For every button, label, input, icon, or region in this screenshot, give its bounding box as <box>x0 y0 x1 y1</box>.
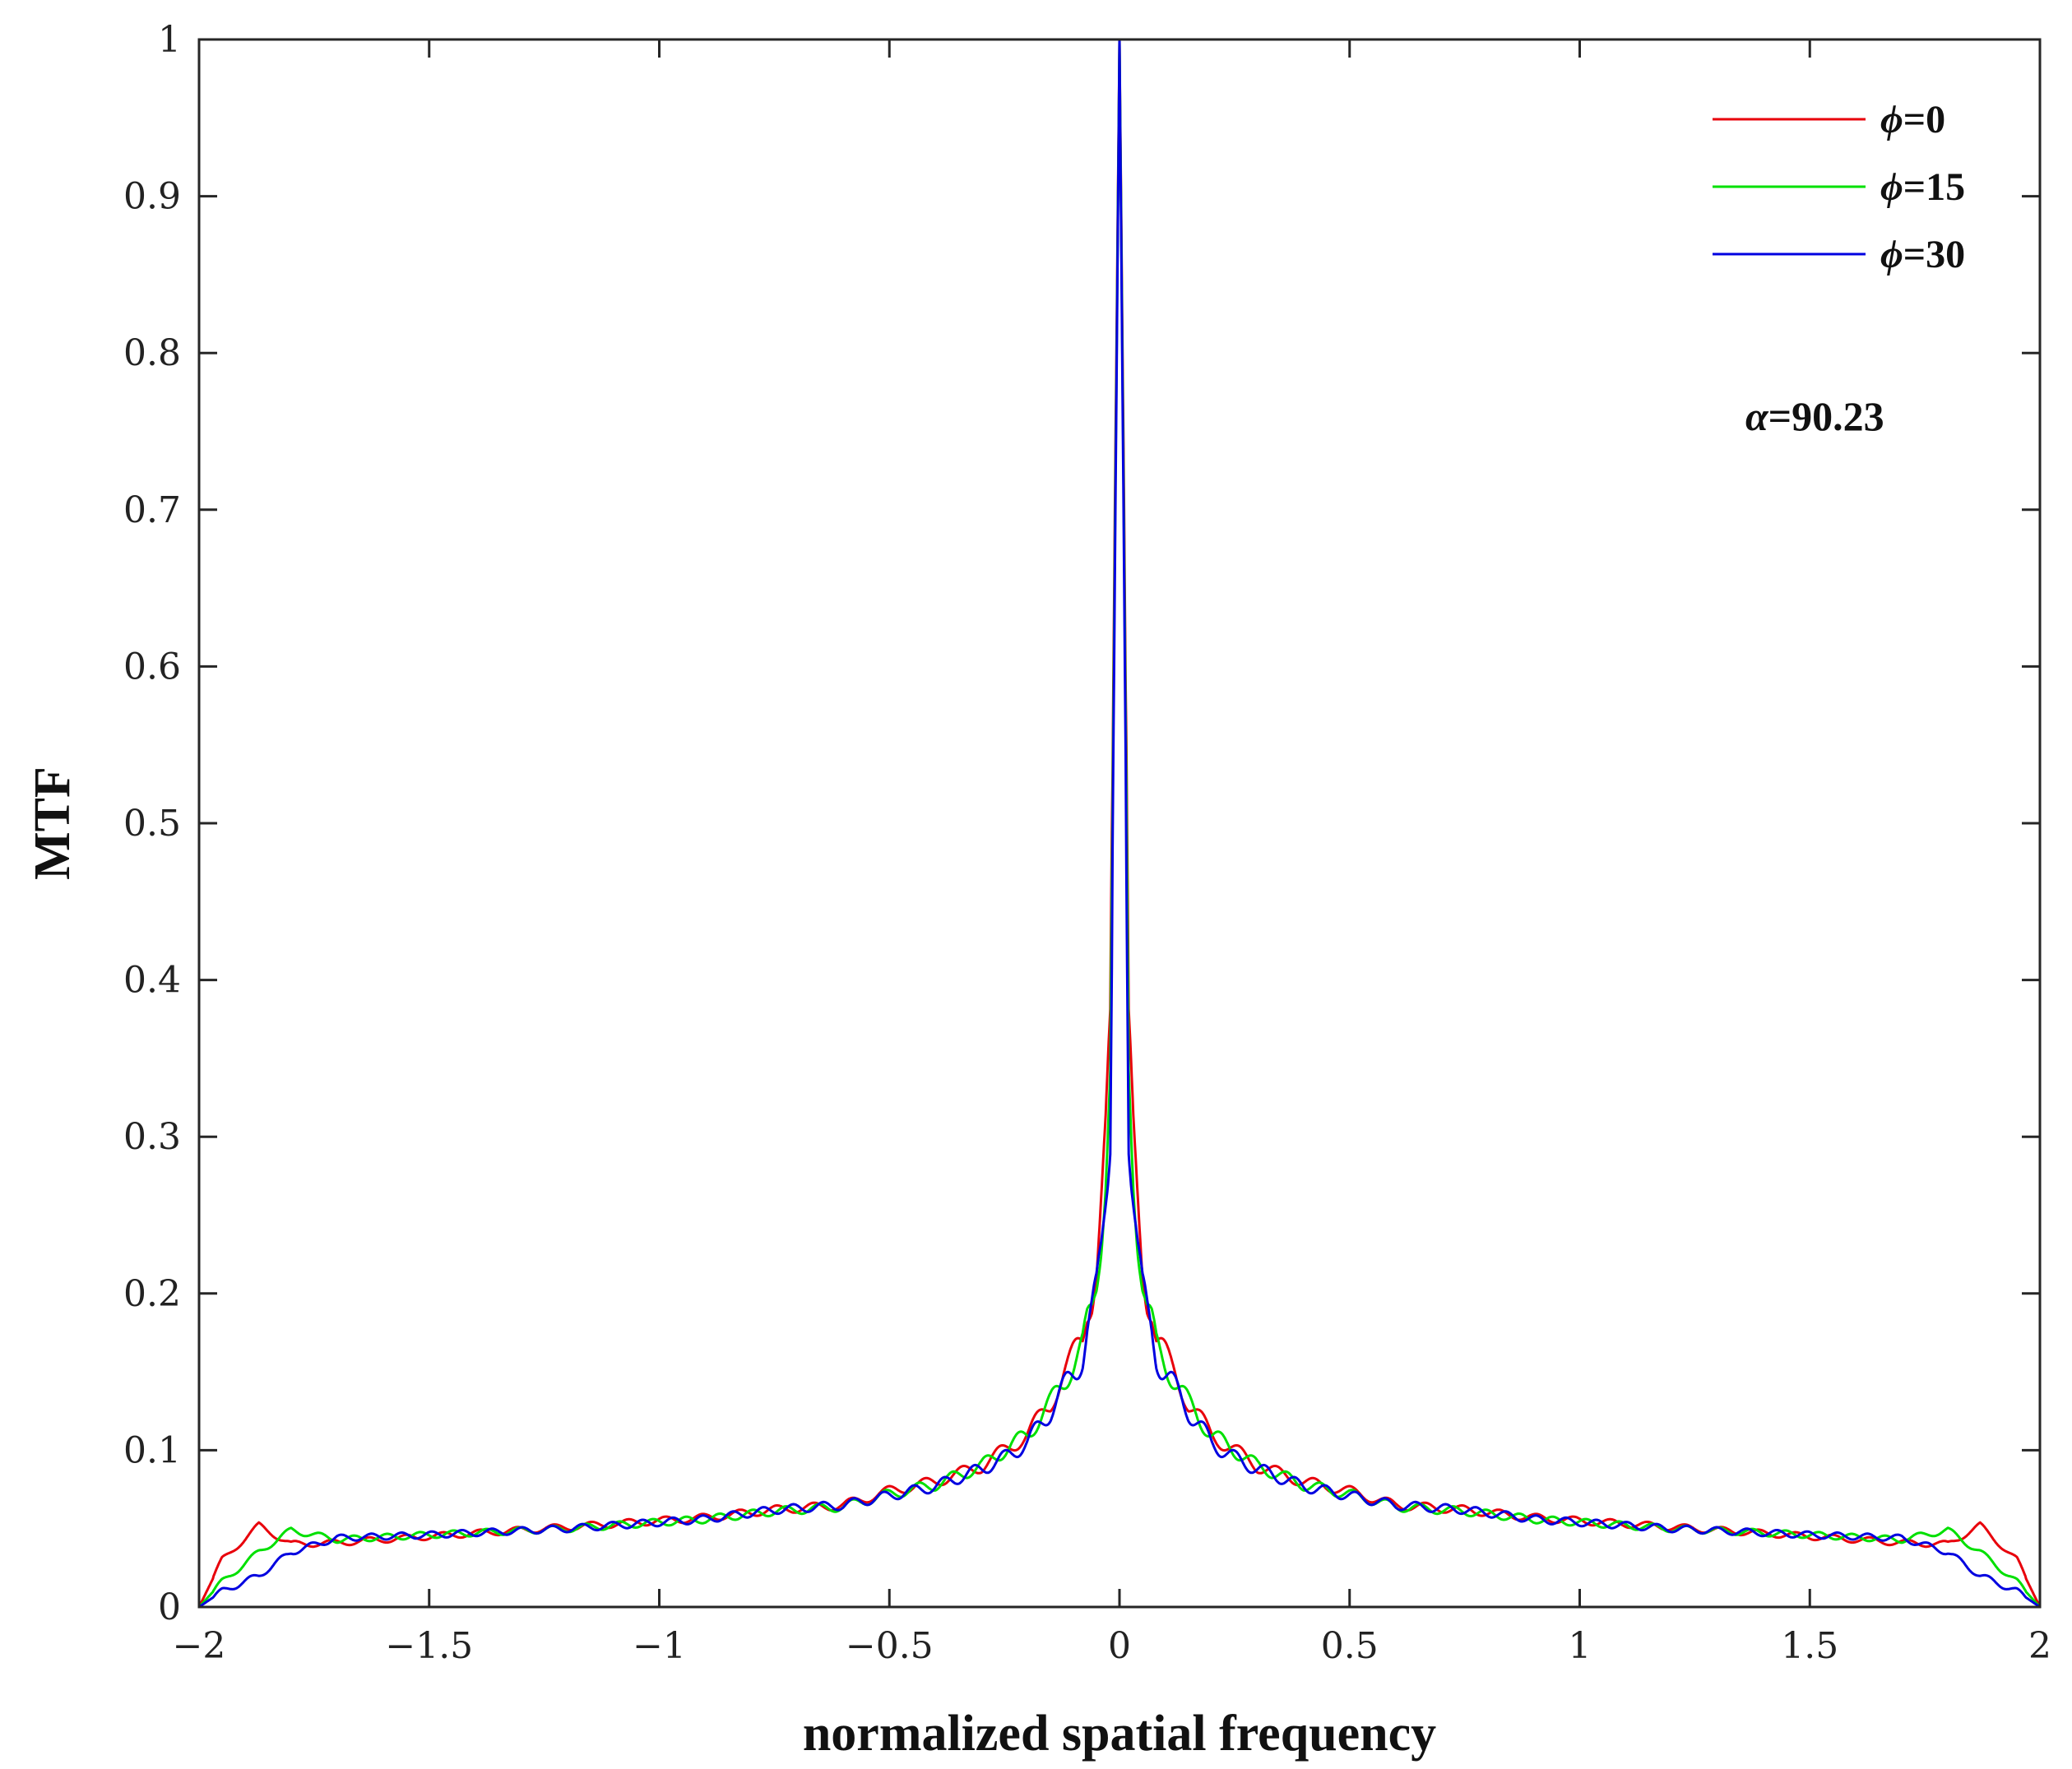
y-tick-label: 0.8 <box>123 332 181 374</box>
x-tick-label: −0.5 <box>846 1625 934 1667</box>
y-axis-title: MTF <box>25 766 81 880</box>
y-tick-labels: 0 0.1 0.2 0.3 0.4 0.5 0.6 0.7 0.8 0.9 1 <box>123 19 181 1628</box>
y-tick-label: 0.3 <box>123 1116 181 1158</box>
legend-label: ϕ=15 <box>1880 165 1965 209</box>
x-tick-label: −2 <box>173 1625 226 1667</box>
x-axis-title: normalized spatial frequency <box>803 1706 1436 1762</box>
x-tick-label: 0.5 <box>1321 1625 1379 1667</box>
y-tick-label: 0.9 <box>123 176 181 218</box>
y-tick-label: 0.1 <box>123 1429 181 1471</box>
y-tick-label: 0.4 <box>123 960 181 1002</box>
x-tick-label: 0 <box>1108 1625 1131 1667</box>
legend-value: =30 <box>1903 233 1965 276</box>
legend-symbol: ϕ <box>1880 233 1903 276</box>
x-tick-label: 1 <box>1569 1625 1592 1667</box>
y-tick-label: 1 <box>158 19 181 61</box>
y-tick-label: 0.6 <box>123 646 181 688</box>
alpha-value: =90.23 <box>1768 393 1884 439</box>
legend-value: =0 <box>1903 98 1945 141</box>
x-tick-label: 2 <box>2028 1625 2051 1667</box>
y-tick-label: 0.7 <box>123 489 181 531</box>
legend-value: =15 <box>1903 165 1965 209</box>
plot-frame <box>197 38 2042 1609</box>
x-tick-labels: −2 −1.5 −1 −0.5 0 0.5 1 1.5 2 <box>173 1625 2051 1667</box>
y-tick-label: 0.5 <box>123 803 181 845</box>
legend-symbol: ϕ <box>1880 98 1903 141</box>
legend-label: ϕ=30 <box>1880 233 1965 276</box>
legend-label: ϕ=0 <box>1880 98 1945 141</box>
alpha-annotation: α=90.23 <box>1745 393 1884 439</box>
legend: ϕ=0ϕ=15ϕ=30 <box>1713 98 1965 276</box>
x-tick-label: 1.5 <box>1781 1625 1838 1667</box>
y-tick-label: 0.2 <box>123 1273 181 1315</box>
x-tick-label: −1.5 <box>385 1625 473 1667</box>
alpha-symbol: α <box>1745 393 1769 439</box>
y-tick-label: 0 <box>158 1586 181 1628</box>
legend-symbol: ϕ <box>1880 165 1903 209</box>
x-tick-label: −1 <box>633 1625 686 1667</box>
